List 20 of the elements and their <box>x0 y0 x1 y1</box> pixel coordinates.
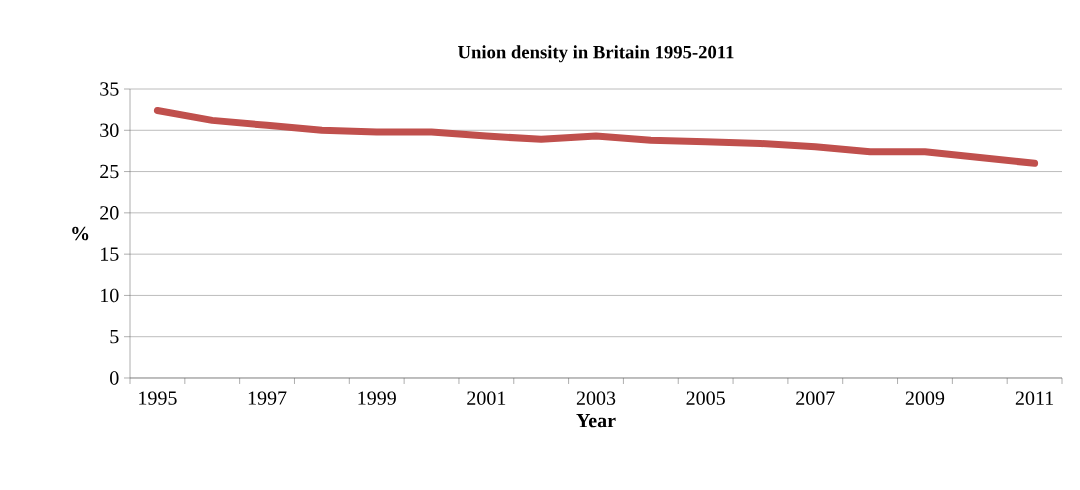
y-tick-label: 10 <box>101 288 119 303</box>
chart-title: Union density in Britain 1995-2011 <box>458 45 734 63</box>
x-tick-label: 2011 <box>1015 391 1054 405</box>
x-tick-label: 1999 <box>358 391 396 405</box>
x-tick-label: 2003 <box>576 391 616 405</box>
x-tick-label: 1997 <box>248 391 287 405</box>
y-tick-label: 30 <box>100 123 119 138</box>
y-tick-label: 5 <box>110 330 119 344</box>
x-tick-label: 2009 <box>905 391 945 405</box>
y-tick-label: 20 <box>100 206 119 220</box>
y-axis-title: % <box>72 226 89 241</box>
y-tick-label: 15 <box>101 247 119 261</box>
y-tick-label: 0 <box>110 371 119 385</box>
y-tick-label: 25 <box>100 164 119 179</box>
y-tick-label: 35 <box>100 82 119 96</box>
x-tick-label: 2001 <box>467 391 506 405</box>
x-tick-label: 2005 <box>686 391 725 405</box>
x-tick-label: 2007 <box>796 391 835 405</box>
x-axis-title: Year <box>576 414 616 428</box>
x-tick-label: 1995 <box>139 391 177 405</box>
